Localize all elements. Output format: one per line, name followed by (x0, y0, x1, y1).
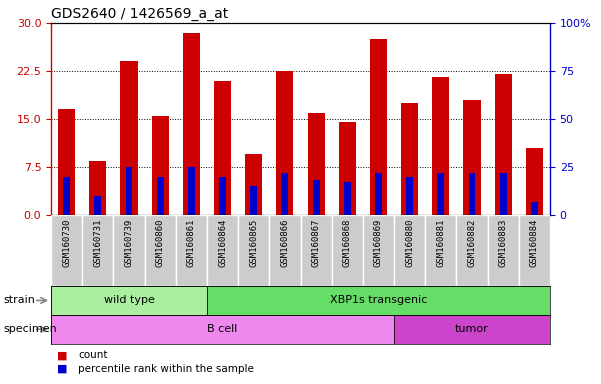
Bar (207, 215, 238, 286)
Bar (269, 215, 300, 286)
Bar (394, 315, 550, 344)
Bar (114, 215, 145, 286)
Bar (51, 215, 82, 286)
Bar (219, 177, 226, 215)
Bar (145, 215, 176, 286)
Text: XBP1s transgenic: XBP1s transgenic (330, 295, 427, 306)
Bar (250, 186, 257, 215)
Bar (426, 215, 456, 286)
Bar (63, 177, 70, 215)
Bar (207, 286, 550, 315)
Bar (456, 215, 487, 286)
Text: tumor: tumor (455, 324, 489, 334)
Text: GDS2640 / 1426569_a_at: GDS2640 / 1426569_a_at (51, 7, 228, 21)
Bar (82, 215, 114, 286)
Text: GSM160731: GSM160731 (93, 218, 102, 267)
Bar (126, 167, 132, 215)
Text: GSM160882: GSM160882 (468, 218, 477, 267)
Bar (183, 33, 200, 215)
Bar (401, 103, 418, 215)
Text: wild type: wild type (103, 295, 154, 306)
Bar (90, 161, 106, 215)
Text: GSM160860: GSM160860 (156, 218, 165, 267)
Bar (300, 215, 332, 286)
Text: GSM160884: GSM160884 (530, 218, 539, 267)
Text: strain: strain (3, 295, 35, 306)
Bar (469, 173, 475, 215)
Bar (58, 109, 75, 215)
Bar (308, 113, 325, 215)
Bar (438, 173, 444, 215)
Text: GSM160868: GSM160868 (343, 218, 352, 267)
Text: GSM160861: GSM160861 (187, 218, 196, 267)
Bar (332, 215, 363, 286)
Bar (370, 39, 387, 215)
Text: ■: ■ (57, 350, 67, 360)
Text: GSM160866: GSM160866 (281, 218, 290, 267)
Bar (344, 182, 351, 215)
Bar (531, 202, 538, 215)
Bar (157, 177, 163, 215)
Text: ■: ■ (57, 364, 67, 374)
Bar (313, 180, 320, 215)
Bar (463, 100, 481, 215)
Bar (394, 215, 426, 286)
Bar (151, 116, 169, 215)
Bar (214, 81, 231, 215)
Bar (339, 122, 356, 215)
Text: GSM160881: GSM160881 (436, 218, 445, 267)
Bar (176, 215, 207, 286)
Bar (375, 173, 382, 215)
Text: percentile rank within the sample: percentile rank within the sample (78, 364, 254, 374)
Text: GSM160730: GSM160730 (62, 218, 71, 267)
Text: GSM160864: GSM160864 (218, 218, 227, 267)
Text: specimen: specimen (3, 324, 56, 334)
Text: GSM160739: GSM160739 (124, 218, 133, 267)
Text: GSM160865: GSM160865 (249, 218, 258, 267)
Text: B cell: B cell (207, 324, 238, 334)
Bar (363, 215, 394, 286)
Bar (487, 215, 519, 286)
Bar (188, 167, 195, 215)
Text: count: count (78, 350, 108, 360)
Bar (281, 173, 288, 215)
Bar (432, 78, 450, 215)
Bar (276, 71, 293, 215)
Bar (51, 286, 207, 315)
Bar (238, 215, 269, 286)
Bar (406, 177, 413, 215)
Bar (495, 74, 511, 215)
Bar (526, 148, 543, 215)
Text: GSM160867: GSM160867 (311, 218, 320, 267)
Bar (94, 196, 102, 215)
Text: GSM160880: GSM160880 (405, 218, 414, 267)
Text: GSM160883: GSM160883 (499, 218, 508, 267)
Bar (120, 61, 138, 215)
Bar (499, 173, 507, 215)
Bar (245, 154, 262, 215)
Bar (519, 215, 550, 286)
Text: GSM160869: GSM160869 (374, 218, 383, 267)
Bar (51, 315, 394, 344)
